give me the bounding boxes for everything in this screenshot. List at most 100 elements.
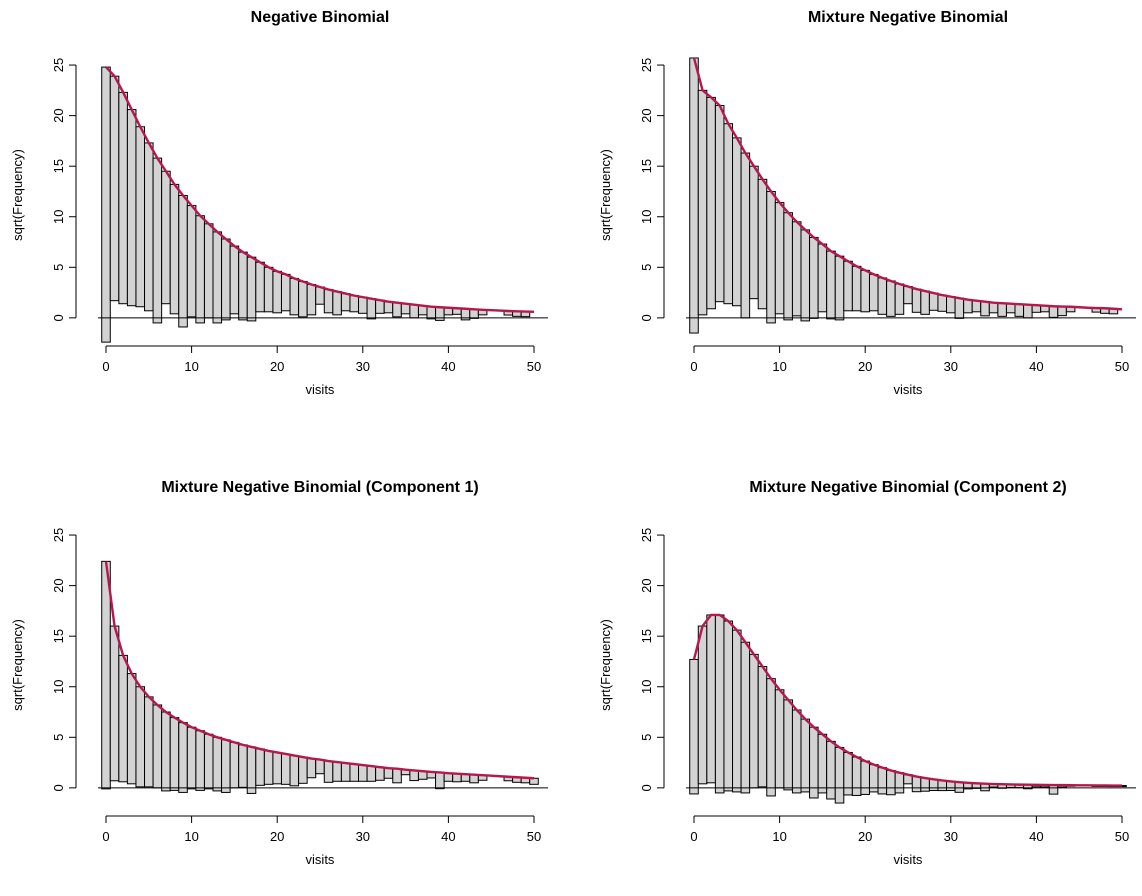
- chart-title: Negative Binomial: [251, 9, 390, 26]
- rootogram-bar: [740, 641, 751, 794]
- x-tick-label: 50: [1115, 359, 1129, 374]
- rootogram-bar: [212, 736, 223, 792]
- chart-title: Mixture Negative Binomial (Component 2): [749, 479, 1066, 496]
- rootogram-bar: [366, 298, 377, 320]
- rootogram-bar: [937, 294, 948, 312]
- rootogram-bar: [697, 625, 708, 785]
- rootogram-bar: [229, 741, 240, 789]
- rootogram-bar: [229, 245, 240, 315]
- rootogram-bar: [997, 302, 1007, 317]
- rootogram-bar: [315, 286, 325, 305]
- x-tick-label: 0: [690, 359, 697, 374]
- x-tick-label: 0: [102, 359, 109, 374]
- rootogram-bar: [886, 280, 896, 317]
- y-tick-label: 0: [639, 784, 654, 791]
- rootogram-bar: [697, 89, 708, 316]
- x-axis-label: visits: [894, 852, 923, 867]
- x-axis-label: visits: [306, 852, 335, 867]
- y-axis-label: sqrt(Frequency): [598, 619, 613, 711]
- rootogram-bar: [238, 251, 248, 321]
- x-tick-label: 30: [356, 829, 370, 844]
- y-tick-label: 15: [639, 159, 654, 173]
- rootogram-bar: [135, 686, 146, 788]
- x-tick-label: 40: [441, 359, 455, 374]
- rootogram-bar: [349, 763, 360, 782]
- y-tick-label: 5: [639, 264, 654, 271]
- y-tick-label: 10: [639, 210, 654, 224]
- rootogram-bar: [928, 292, 939, 311]
- rootogram-bar: [203, 223, 214, 319]
- x-tick-label: 20: [858, 829, 872, 844]
- x-tick-label: 10: [184, 359, 198, 374]
- chart-panel-1: Negative Binomial sqrt(Frequency) visits 0 5…: [10, 9, 548, 397]
- rootogram-bar: [178, 722, 188, 793]
- rootogram-bar: [740, 152, 751, 319]
- rootogram-bar: [714, 105, 725, 303]
- rootogram-bar: [289, 277, 300, 316]
- rootogram-bar: [834, 746, 845, 804]
- rootogram-bar: [298, 280, 308, 318]
- rootogram-bar: [358, 764, 368, 782]
- rootogram-bar: [435, 771, 445, 790]
- rootogram-bar: [392, 768, 402, 784]
- chart-panel-4: Mixture Negative Binomial (Component 2) s…: [598, 479, 1136, 867]
- rootogram-bar: [126, 109, 137, 307]
- rootogram-bar: [817, 243, 828, 313]
- x-tick-label: 50: [527, 829, 541, 844]
- rootogram-bar: [280, 273, 291, 312]
- x-tick-label: 20: [270, 829, 284, 844]
- y-tick-label: 10: [639, 680, 654, 694]
- x-tick-label: 30: [944, 359, 958, 374]
- y-tick-label: 5: [639, 734, 654, 741]
- rootogram-bar: [920, 290, 930, 315]
- rootogram-bar: [689, 57, 699, 334]
- rootogram-bar: [409, 769, 419, 782]
- rootogram-bar: [383, 767, 394, 779]
- rootogram-bar: [255, 748, 265, 786]
- rootogram-bar: [791, 221, 802, 317]
- rootogram-bar: [332, 291, 342, 316]
- rootogram-bar: [911, 776, 922, 793]
- rootogram-bar: [1014, 303, 1025, 317]
- rootogram-bar: [152, 157, 163, 324]
- rootogram-bar: [886, 769, 896, 796]
- rootogram-bar: [774, 689, 785, 789]
- y-tick-label: 5: [51, 264, 66, 271]
- y-tick-label: 20: [51, 578, 66, 592]
- rootogram-bar: [732, 137, 742, 307]
- rootogram-bar: [1057, 306, 1067, 317]
- rootogram-bar: [860, 269, 870, 313]
- rootogram-bar: [306, 283, 317, 316]
- y-tick-label: 0: [51, 784, 66, 791]
- y-tick-label: 15: [51, 159, 66, 173]
- x-tick-label: 30: [356, 359, 370, 374]
- rootogram-bar: [178, 195, 188, 328]
- rootogram-bar: [706, 614, 716, 784]
- y-tick-label: 20: [639, 578, 654, 592]
- rootogram-bar: [272, 751, 282, 785]
- rootogram-bar: [263, 750, 274, 785]
- rootogram-bar: [817, 733, 828, 794]
- rootogram-bar: [980, 301, 990, 317]
- expected-curve: [692, 613, 1122, 787]
- rootogram-bar: [1048, 784, 1059, 795]
- rootogram-bar: [946, 296, 956, 314]
- rootogram-bar: [169, 717, 180, 791]
- rootogram-bar: [920, 777, 930, 792]
- rootogram-bar: [323, 760, 334, 783]
- rootogram-bar: [714, 614, 725, 794]
- y-tick-label: 0: [639, 314, 654, 321]
- chart-title: Mixture Negative Binomial (Component 1): [161, 479, 478, 496]
- rootogram-bar: [783, 699, 793, 791]
- rootogram-bar: [126, 673, 137, 785]
- rootogram-bar: [911, 288, 922, 313]
- rootogram-bar: [766, 190, 776, 324]
- rootogram-bar: [118, 91, 128, 305]
- rootogram-bar: [877, 767, 888, 795]
- y-tick-label: 15: [639, 629, 654, 643]
- rootogram-bar: [118, 654, 128, 783]
- rootogram-bar: [766, 678, 776, 797]
- rootogram-bar: [809, 236, 819, 319]
- y-tick-label: 15: [51, 629, 66, 643]
- rootogram-bar: [954, 297, 965, 319]
